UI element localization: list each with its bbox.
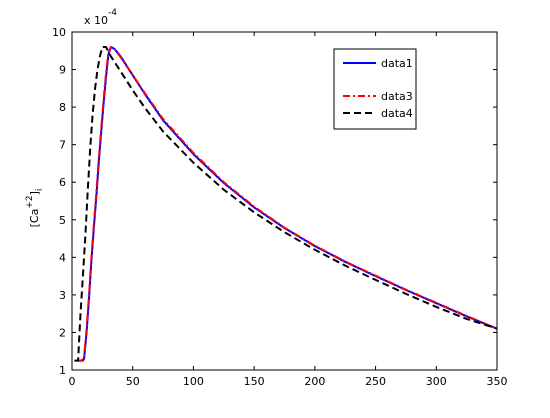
x-tick-label: 0 xyxy=(69,375,76,388)
y-tick-label: 2 xyxy=(59,326,66,339)
x-tick-label: 350 xyxy=(487,375,508,388)
legend-label-data3: data3 xyxy=(381,90,413,103)
ylabel-base: [Ca xyxy=(28,209,41,228)
y-exponent-label: x 10-4 xyxy=(84,8,117,27)
ylabel-sub: i xyxy=(35,189,45,192)
y-tick-label: 1 xyxy=(59,364,66,377)
y-tick-label: 10 xyxy=(52,26,66,39)
ylabel-sup: +2 xyxy=(25,195,35,208)
legend-label-data1: data1 xyxy=(381,57,413,70)
x-tick-label: 200 xyxy=(304,375,325,388)
y-axis-label: [Ca+2]i xyxy=(25,189,45,228)
x-axis: 0 50 100 150 200 250 300 350 xyxy=(69,32,508,388)
ylabel-close: ] xyxy=(28,191,41,195)
x-tick-label: 250 xyxy=(365,375,386,388)
series-line-data4 xyxy=(74,46,498,362)
x-tick-label: 300 xyxy=(426,375,447,388)
y-tick-label: 4 xyxy=(59,251,66,264)
series-line-data3 xyxy=(76,46,498,362)
legend-label-data4: data4 xyxy=(381,107,413,120)
y-tick-label: 5 xyxy=(59,214,66,227)
x-tick-label: 150 xyxy=(244,375,265,388)
y-tick-label: 6 xyxy=(59,176,66,189)
y-tick-label: 9 xyxy=(59,64,66,77)
x-tick-label: 50 xyxy=(126,375,140,388)
legend-items: data1 data3 data4 xyxy=(343,57,413,120)
exponent-base: x 10 xyxy=(84,14,108,27)
legend: data1 data3 data4 xyxy=(333,48,417,130)
plot-area xyxy=(72,32,497,370)
series-layer xyxy=(74,46,498,362)
x-tick-label: 100 xyxy=(183,375,204,388)
y-tick-label: 7 xyxy=(59,139,66,152)
axes-box xyxy=(71,31,498,371)
y-axis: 1 2 3 4 5 6 7 8 9 10 xyxy=(52,26,497,377)
exponent-power: -4 xyxy=(108,8,117,18)
y-tick-label: 3 xyxy=(59,289,66,302)
y-tick-label: 8 xyxy=(59,101,66,114)
